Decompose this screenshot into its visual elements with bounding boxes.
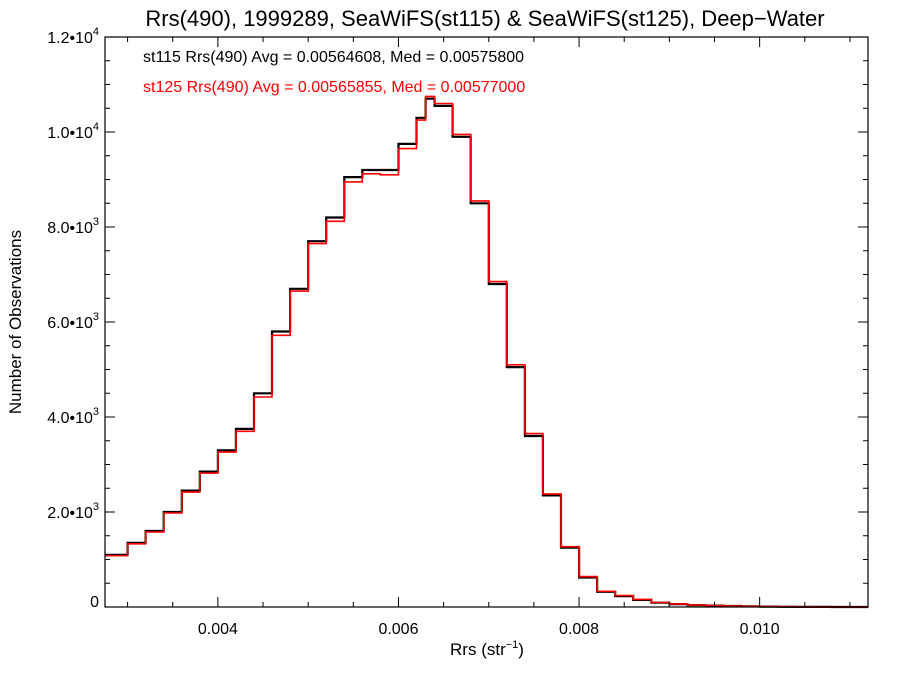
y-tick-exponent: 3 — [93, 216, 99, 228]
x-tick-label: 0.006 — [378, 621, 418, 638]
series-line-1 — [105, 97, 868, 609]
y-tick-exponent: 4 — [93, 26, 99, 38]
y-tick-mantissa: 6.0•10 — [47, 315, 93, 332]
y-tick-mantissa: 1.2•10 — [47, 30, 93, 47]
y-tick-label: 2.0•103 — [47, 501, 99, 522]
x-axis-label-text: Rrs (str — [450, 640, 506, 659]
y-tick-mantissa: 0 — [90, 594, 99, 611]
y-tick-mantissa: 8.0•10 — [47, 220, 93, 237]
y-tick-label: 8.0•103 — [47, 216, 99, 237]
x-axis-label: Rrs (str−1) — [450, 639, 524, 659]
plot-frame — [104, 36, 869, 608]
y-tick-label: 1.0•104 — [47, 121, 99, 142]
y-tick-label: 0 — [90, 594, 99, 611]
y-axis-label: Number of Observations — [6, 230, 25, 414]
y-tick-label: 1.2•104 — [47, 26, 99, 47]
x-tick-label: 0.008 — [559, 621, 599, 638]
x-tick-label: 0.010 — [740, 621, 780, 638]
y-tick-exponent: 4 — [93, 121, 99, 133]
x-axis-ticks: 0.004 0.006 0.008 0.010 — [127, 37, 851, 638]
legend-annotation-st125: st125 Rrs(490) Avg = 0.00565855, Med = 0… — [143, 79, 525, 96]
y-tick-exponent: 3 — [93, 501, 99, 513]
x-axis-label-end: ) — [518, 640, 524, 659]
x-tick-label: 0.004 — [198, 621, 238, 638]
legend-annotation-st115: st115 Rrs(490) Avg = 0.00564608, Med = 0… — [143, 49, 524, 66]
x-axis-label-superscript: −1 — [506, 639, 519, 651]
y-tick-mantissa: 2.0•10 — [47, 505, 93, 522]
chart-title: Rrs(490), 1999289, SeaWiFS(st115) & SeaW… — [145, 6, 824, 31]
series-line-2 — [105, 95, 868, 608]
y-tick-label: 4.0•103 — [47, 406, 99, 427]
y-tick-mantissa: 1.0•10 — [47, 125, 93, 142]
y-tick-label: 6.0•103 — [47, 311, 99, 332]
y-axis-ticks: 02.0•1034.0•1036.0•1038.0•1031.0•1041.2•… — [47, 26, 868, 611]
y-tick-exponent: 3 — [93, 311, 99, 323]
y-tick-mantissa: 4.0•10 — [47, 410, 93, 427]
series-layer — [105, 95, 868, 609]
y-tick-exponent: 3 — [93, 406, 99, 418]
